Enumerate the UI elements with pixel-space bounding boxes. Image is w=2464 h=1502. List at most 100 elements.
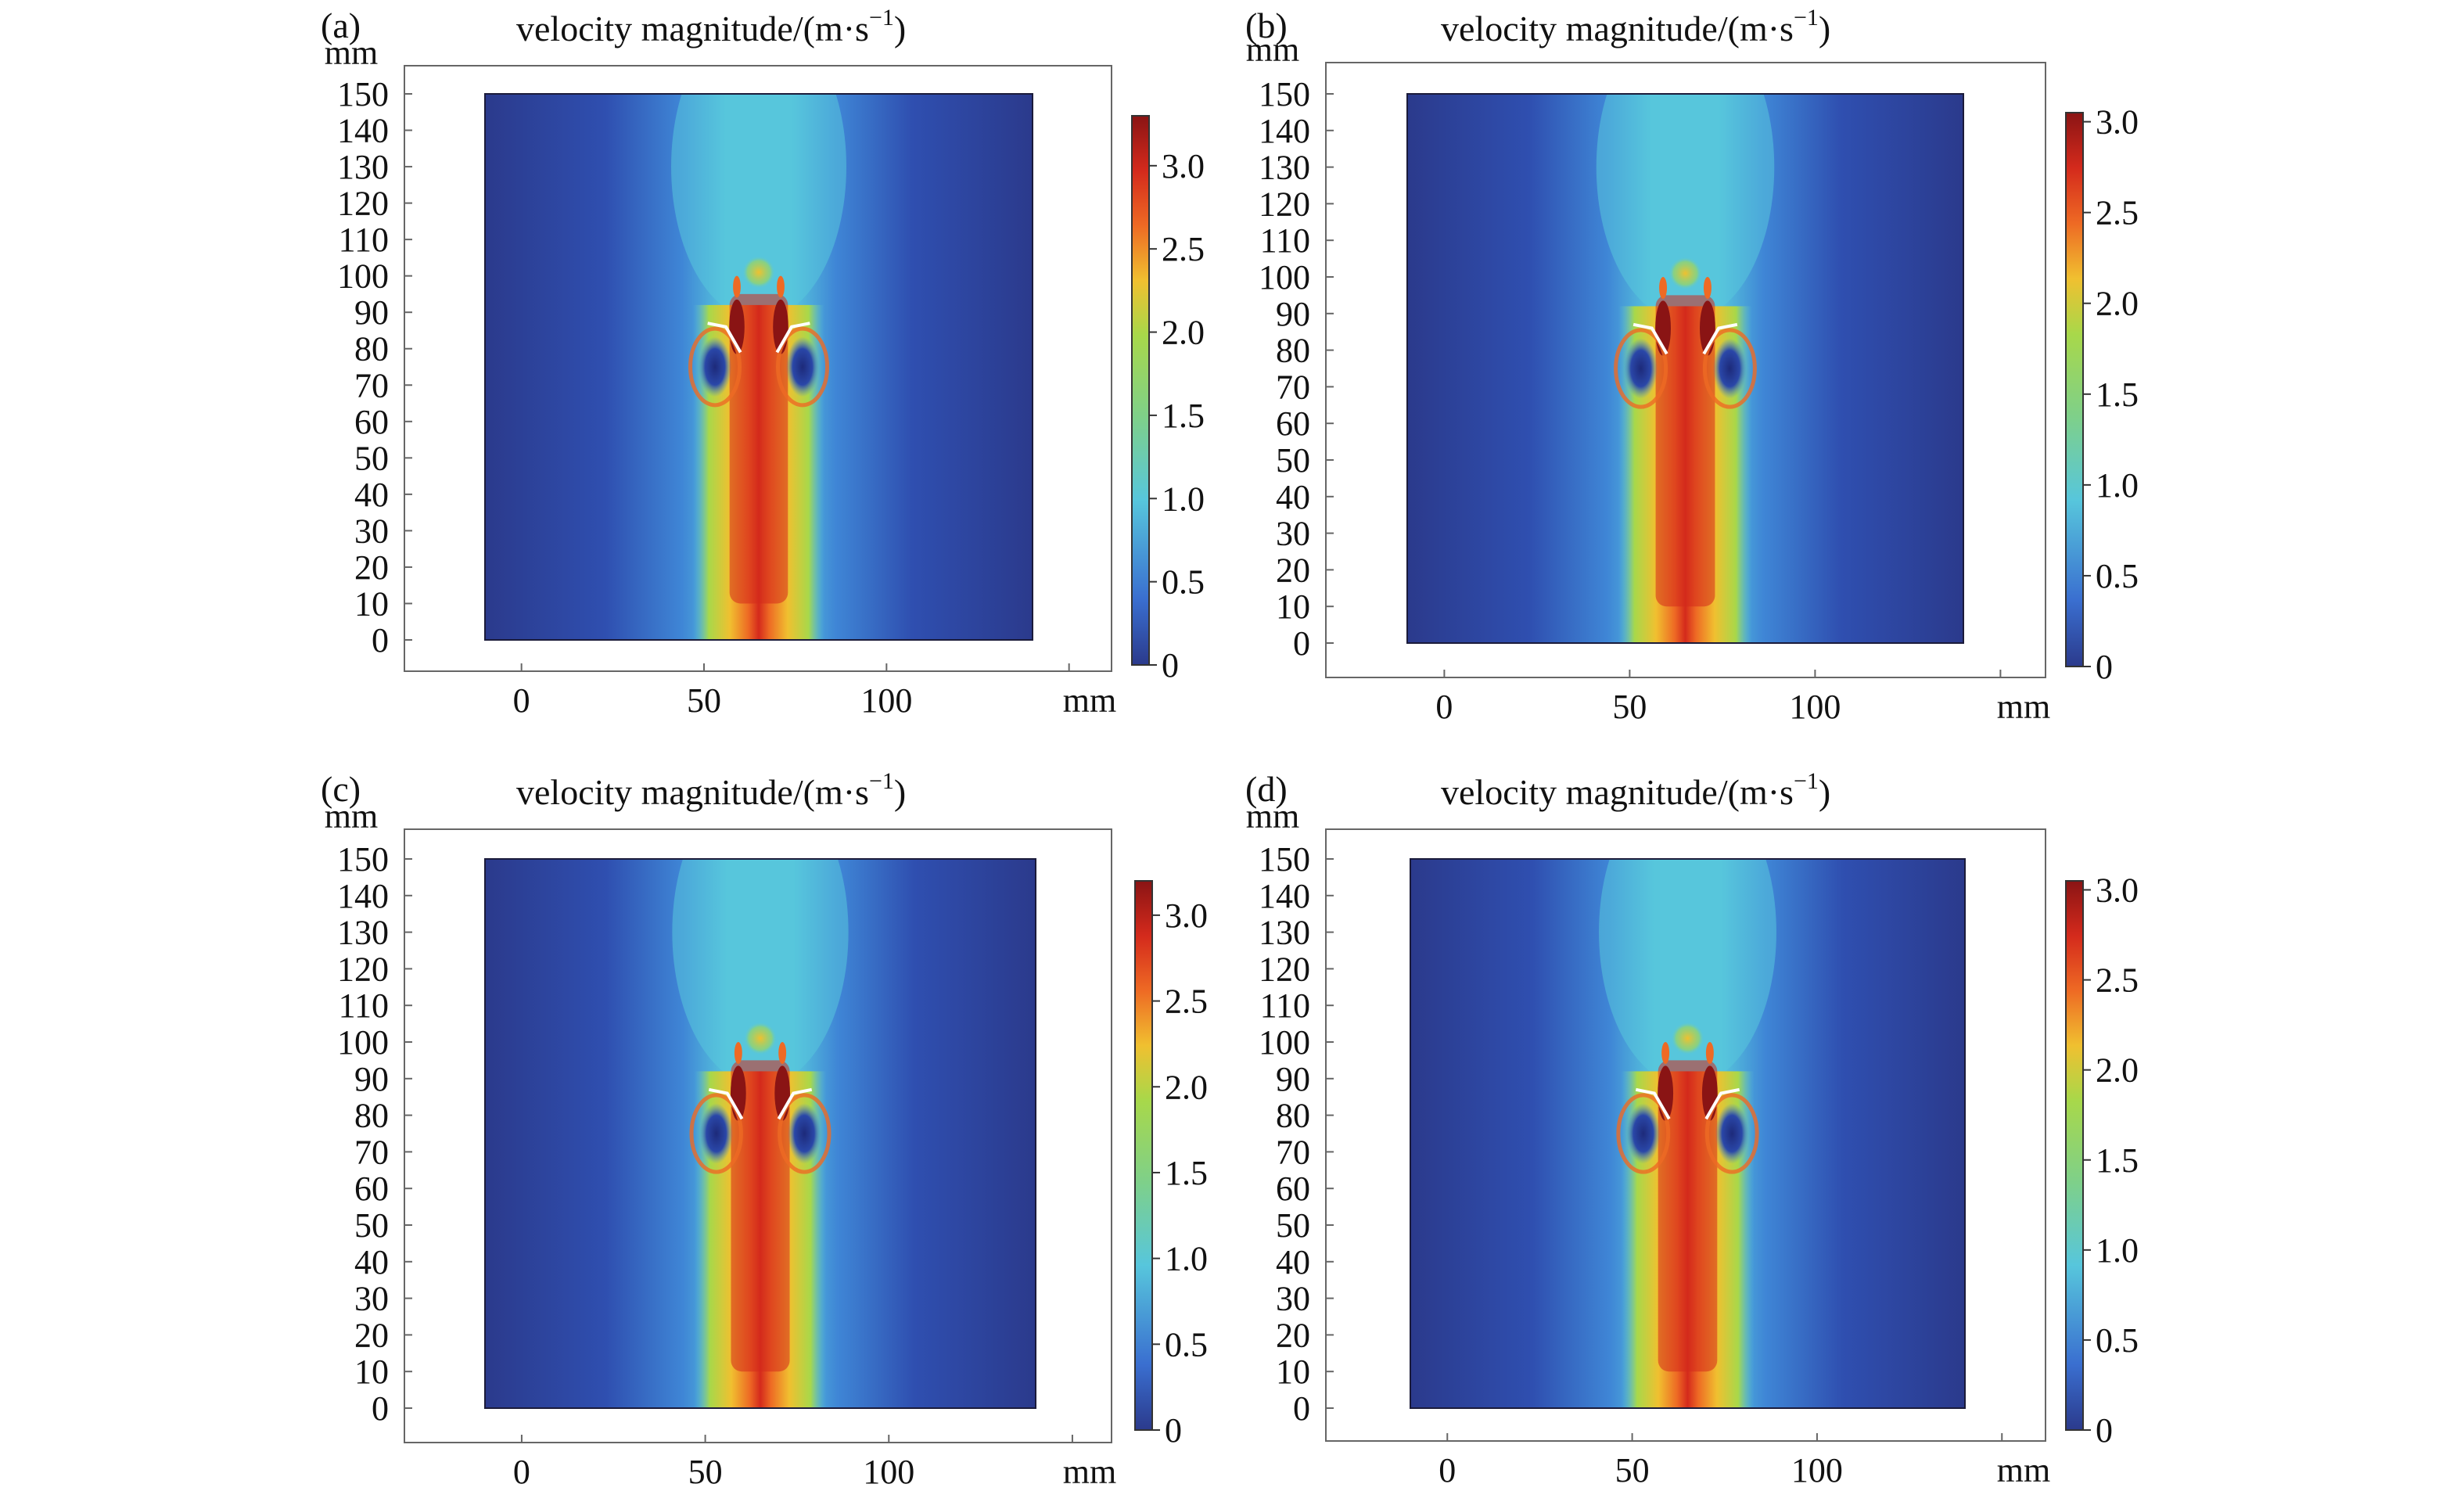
y-tick-label: 110 [1260,986,1310,1025]
field-border [1410,858,1966,1409]
colorbar-tick-label: 0.5 [2096,1321,2139,1360]
y-tick-label: 20 [354,1316,389,1354]
nozzle-left [1632,322,1668,355]
y-tick-label: 110 [339,986,389,1025]
jet-finger-tip [733,275,741,298]
y-tick-label: 40 [354,1243,389,1281]
y-tick-label: 140 [1259,112,1310,150]
colorbar-tick-label: 0 [1162,646,1179,685]
nozzle-left [1635,1087,1671,1120]
y-tick-label: 100 [337,1023,389,1062]
jet-finger-tip [1705,1042,1714,1065]
colorbar-tick-label: 0 [1165,1411,1182,1450]
jet-finger-tip [734,1042,742,1065]
panel-a: 0 50 100 mm15014013012011010090807060504030… [321,5,1205,720]
y-tick-label: 120 [337,185,389,223]
jet-finger-tip [1703,277,1712,300]
panel-c: 0 50 100 mm15014013012011010090807060504030… [321,768,1208,1491]
y-tick-label: 130 [1259,914,1310,952]
y-unit-label: mm [325,797,378,835]
jet-core [1655,295,1715,607]
jet-core [1658,1060,1718,1372]
panel-title: velocity magnitude/(m·s−1) [1441,768,1830,812]
x-unit-label: mm [1997,1451,2050,1489]
y-tick-label: 30 [1276,1280,1310,1318]
y-tick-label: 150 [337,840,389,879]
y-tick-label: 70 [354,366,389,404]
y-unit-label: mm [1246,31,1299,69]
velocity-field [485,94,1033,640]
y-tick-label: 70 [1276,1133,1310,1171]
jet-core [731,1060,790,1372]
vortex [1715,1103,1749,1164]
x-unit-label: mm [1063,1453,1116,1491]
y-tick-label: 40 [354,476,389,514]
velocity-field [1407,94,1963,643]
x-tick-label: 50 [687,681,721,720]
y-tick-label: 50 [1276,1206,1310,1245]
x-unit-label: mm [1063,681,1116,720]
panel-d: 0 50 100 mm15014013012011010090807060504030… [1245,768,2139,1489]
x-tick-label: 0 [1435,688,1453,726]
title-close: ) [894,9,906,49]
field-border [484,858,1036,1409]
y-tick-label: 0 [1293,624,1310,663]
axes-frame [1325,828,2046,1442]
y-tick-label: 140 [337,877,389,915]
colorbar-tick-label: 0.5 [1165,1325,1208,1364]
title-close: ) [894,772,906,812]
y-tick-label: 90 [1276,295,1310,333]
colorbar-tick-label: 2.0 [1165,1068,1208,1106]
jet-finger-tip [777,275,785,298]
y-tick-label: 30 [354,1280,389,1318]
y-tick-label: 80 [1276,332,1310,370]
y-tick-label: 10 [354,1353,389,1391]
vortex-rim [688,326,742,408]
vortex [699,1103,733,1164]
vortex-rim [778,1093,832,1174]
field-border [484,93,1033,641]
vortex [1713,338,1747,399]
nozzle-left [708,1087,744,1120]
vortex-rim [689,1093,743,1174]
y-tick-label: 140 [337,112,389,150]
title-main: velocity magnitude/(m·s [1441,9,1794,49]
colorbar-tick-label: 3.0 [2096,103,2139,142]
jet-finger-tip [1659,277,1668,300]
x-tick-label: 100 [1791,1451,1843,1489]
jet-finger-tip [1661,1042,1670,1065]
nozzle-right [777,1087,813,1120]
vortex-rim [1702,328,1757,409]
vortex [699,336,731,397]
colorbar-tick-label: 2.5 [2096,961,2139,1000]
colorbar-tick-label: 0.5 [1162,563,1205,602]
title-superscript: −1 [1794,768,1819,794]
y-tick-label: 110 [339,221,389,259]
y-tick-label: 20 [1276,551,1310,589]
upper-plume [672,859,849,1087]
x-tick-label: 0 [513,1453,530,1491]
y-tick-label: 30 [354,512,389,550]
y-tick-label: 100 [337,257,389,296]
upper-plume [671,94,846,320]
y-tick-label: 80 [354,330,389,368]
y-tick-label: 120 [1259,185,1310,223]
x-tick-label: 0 [1439,1451,1456,1489]
upper-plume [1599,859,1776,1087]
colorbar-tick-label: 1.5 [1165,1154,1208,1192]
y-tick-label: 0 [372,1389,389,1428]
y-tick-label: 30 [1276,515,1310,553]
colorbar-tick-label: 2.5 [2096,194,2139,232]
title-main: velocity magnitude/(m·s [1441,772,1794,812]
vortex-rim [1614,328,1668,409]
vortex [786,336,819,397]
colorbar-tick-label: 2.0 [1162,314,1205,352]
y-tick-label: 50 [1276,441,1310,480]
panel-label: (b) [1245,5,1288,45]
x-unit-label: mm [1997,688,2050,726]
y-tick-label: 10 [1276,1353,1310,1391]
title-superscript: −1 [869,768,894,794]
y-tick-label: 100 [1259,258,1310,296]
y-tick-label: 150 [1259,75,1310,113]
